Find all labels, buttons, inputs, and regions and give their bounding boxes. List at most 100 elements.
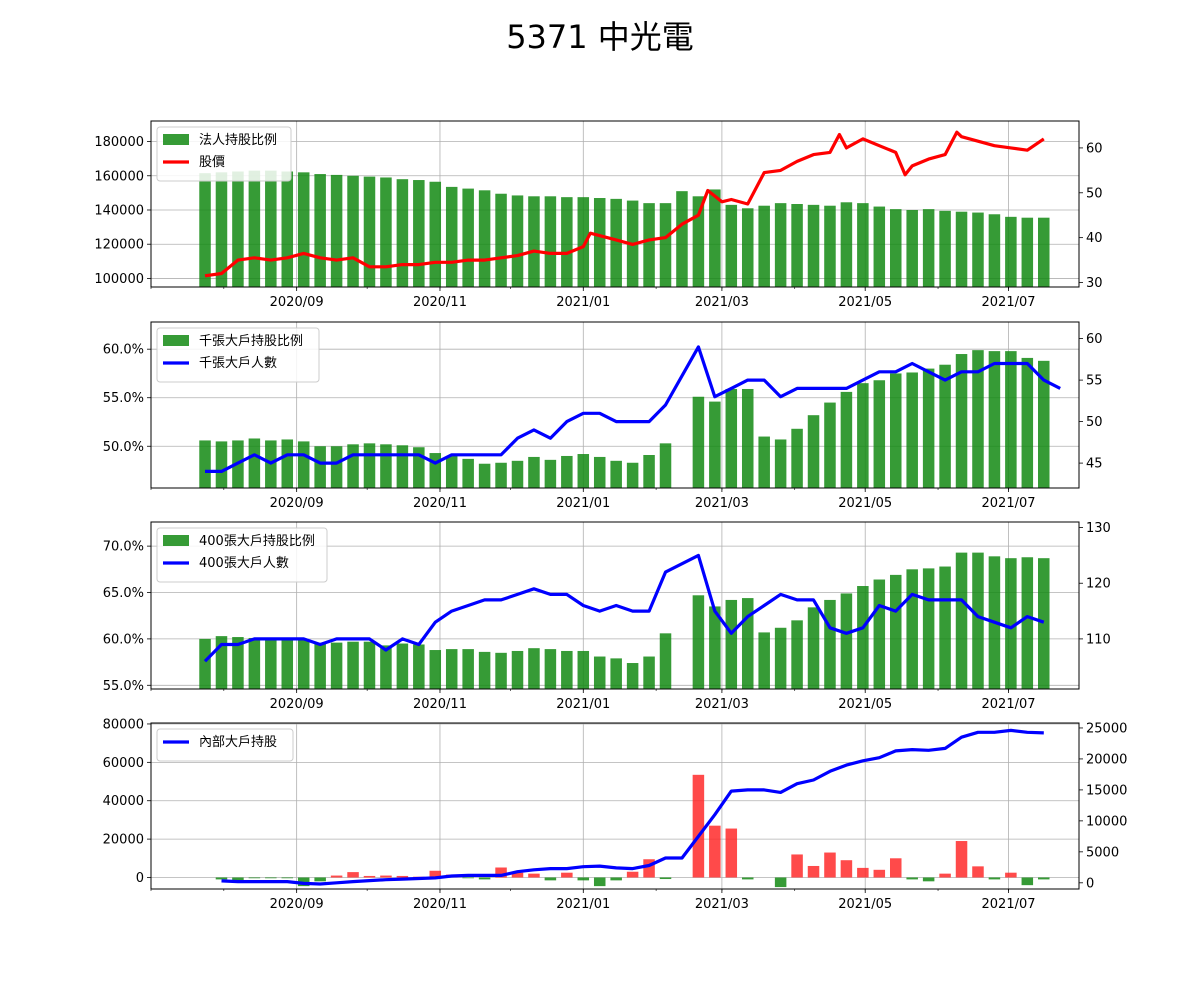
x-tick-label: 2021/07: [982, 295, 1036, 310]
bar: [972, 866, 984, 878]
bar: [725, 204, 738, 287]
bar: [758, 205, 770, 287]
bar: [232, 877, 244, 882]
x-tick-label: 2020/09: [270, 496, 324, 511]
x-tick-label: 2020/11: [413, 496, 467, 511]
bar: [709, 401, 721, 488]
bar: [314, 446, 326, 488]
bar: [445, 649, 458, 689]
legend-box: [156, 327, 320, 383]
bar: [857, 383, 869, 488]
axes-frame: [150, 722, 1080, 890]
bar: [528, 196, 540, 287]
bar: [495, 462, 507, 488]
bar: [807, 204, 820, 287]
bar: [265, 170, 277, 287]
y-left-tick-label: 180000: [94, 135, 144, 150]
bar: [429, 870, 442, 878]
bar: [544, 877, 557, 881]
bar: [577, 650, 590, 689]
bar: [659, 443, 672, 488]
bar: [347, 641, 359, 689]
bar: [758, 436, 770, 488]
bar: [692, 396, 705, 488]
legend-line-label: 股價: [199, 155, 225, 170]
bar: [281, 171, 294, 287]
bar: [478, 877, 491, 880]
bar: [330, 642, 343, 689]
y-left-tick-label: 55.0%: [103, 391, 144, 406]
bar: [297, 639, 310, 689]
bar: [1021, 557, 1034, 689]
bar: [824, 402, 836, 488]
y-right-tick-label: 40: [1086, 231, 1103, 246]
bar: [232, 171, 244, 287]
bar: [544, 459, 557, 488]
bar: [380, 645, 392, 689]
y-left-tick-label: 120000: [94, 238, 144, 253]
bar: [1005, 558, 1017, 689]
bar: [396, 445, 409, 488]
x-tick-label: 2021/01: [556, 295, 610, 310]
bar: [741, 598, 754, 689]
legend: 內部大戶持股: [156, 728, 294, 762]
bar: [791, 854, 803, 878]
bar: [561, 650, 573, 689]
legend-line-label: 千張大戶人數: [199, 356, 277, 371]
bar: [840, 202, 853, 287]
x-tick-label: 2021/05: [838, 295, 892, 310]
x-tick-label: 2021/01: [556, 897, 610, 912]
bar: [807, 607, 820, 689]
bar: [347, 444, 359, 488]
bar: [1021, 877, 1034, 886]
bar: [626, 663, 639, 689]
bar: [972, 350, 984, 488]
bar: [593, 656, 606, 689]
bar: [988, 351, 1001, 488]
y-right-tick-label: 25000: [1086, 721, 1127, 736]
x-tick-label: 2020/11: [413, 897, 467, 912]
bar: [725, 599, 738, 689]
bar: [281, 637, 294, 689]
bar: [774, 627, 787, 689]
bar: [1021, 357, 1034, 488]
bar: [314, 174, 326, 287]
bar: [347, 175, 359, 287]
bar: [478, 190, 491, 287]
bar: [774, 203, 787, 287]
bar: [857, 867, 869, 878]
bar: [199, 440, 211, 488]
x-tick-label: 2021/01: [556, 697, 610, 712]
bar: [347, 872, 359, 878]
x-tick-label: 2020/09: [270, 295, 324, 310]
bar: [939, 364, 951, 488]
x-tick-label: 2020/09: [270, 697, 324, 712]
bar: [1021, 217, 1034, 287]
bar: [1005, 872, 1017, 878]
bar: [857, 203, 869, 287]
bar: [955, 354, 968, 488]
y-right-tick-label: 10000: [1086, 814, 1127, 829]
legend-bar-swatch: [163, 335, 189, 346]
x-tick-label: 2021/03: [695, 897, 749, 912]
bar: [643, 454, 655, 488]
bar: [659, 203, 672, 287]
bar: [939, 873, 951, 878]
bar: [199, 173, 211, 287]
bar: [462, 649, 474, 689]
bar: [824, 599, 836, 689]
bar: [972, 212, 984, 287]
bar: [906, 209, 918, 287]
bar: [857, 586, 869, 689]
plot-area: [199, 130, 1050, 287]
bar: [511, 460, 524, 488]
bar: [248, 637, 261, 689]
bar: [610, 198, 622, 287]
bar: [873, 206, 886, 287]
legend-bar-swatch: [163, 535, 189, 546]
y-right-tick-label: 0: [1086, 876, 1094, 891]
bar: [462, 188, 474, 287]
legend-bar-label: 法人持股比例: [199, 133, 277, 148]
